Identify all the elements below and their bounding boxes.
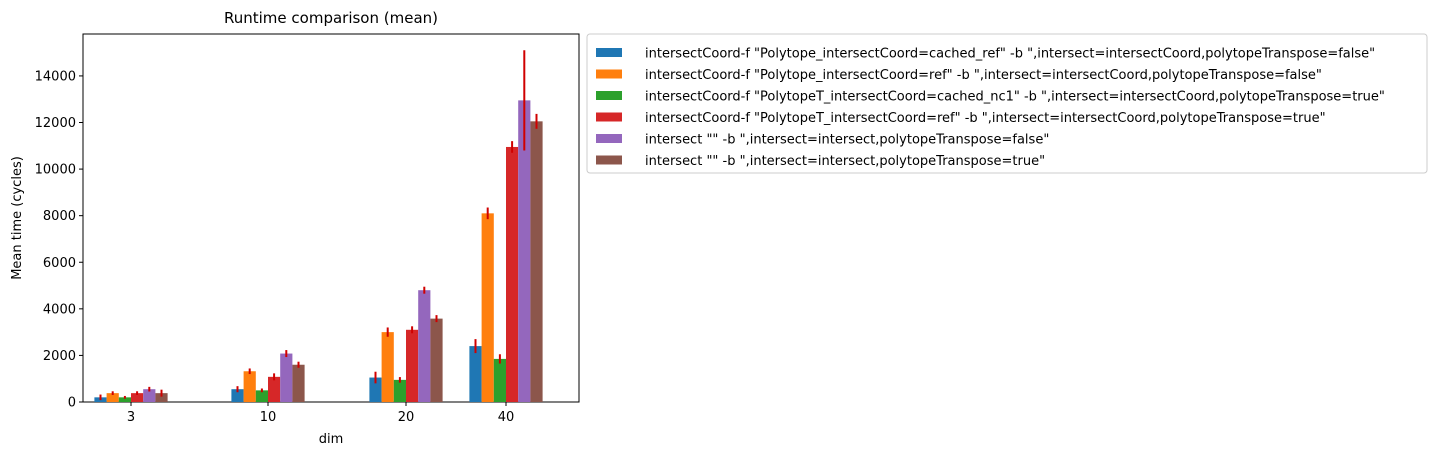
legend-entry: intersectCoord-f "PolytopeT_intersectCoo… (645, 111, 1326, 126)
bar (268, 376, 281, 402)
legend-swatch (596, 69, 622, 79)
chart-title: Runtime comparison (mean) (224, 9, 438, 27)
bar (518, 100, 531, 402)
legend-swatch (596, 48, 622, 57)
bar (393, 379, 406, 402)
bar (243, 371, 256, 402)
y-tick-label: 6000 (43, 256, 76, 271)
x-tick-label: 3 (127, 410, 135, 425)
x-tick-label: 10 (260, 410, 277, 425)
legend-box (586, 33, 1428, 174)
x-tick-label: 20 (398, 410, 415, 425)
bar (406, 329, 419, 402)
bar (131, 393, 144, 402)
bar (255, 390, 268, 402)
bar (155, 393, 168, 402)
legend: intersectCoord-f "Polytope_intersectCoor… (586, 33, 1428, 174)
plot-area: 0 2000 4000 6000 8000 10000 12000 14000 3 10 20 40 (35, 33, 580, 425)
bar (418, 290, 431, 402)
bar (231, 389, 244, 402)
legend-entry: intersectCoord-f "PolytopeT_intersectCoo… (645, 90, 1385, 105)
plot-frame (82, 33, 580, 403)
legend-entry: intersect "" -b ",intersect=intersect,po… (645, 133, 1049, 148)
legend-entry: intersectCoord-f "Polytope_intersectCoor… (645, 68, 1322, 83)
legend-entry: intersect "" -b ",intersect=intersect,po… (645, 154, 1045, 169)
y-axis-label: Mean time (cycles) (10, 156, 25, 280)
bar (280, 353, 293, 402)
legend-swatch (596, 91, 622, 100)
bar (469, 346, 482, 402)
bar (481, 213, 494, 402)
legend-swatch (596, 155, 622, 165)
y-tick-label: 10000 (35, 163, 76, 178)
bar (106, 393, 119, 402)
legend-swatch (596, 134, 622, 143)
legend-entry: intersectCoord-f "Polytope_intersectCoor… (645, 47, 1375, 62)
bar (292, 364, 305, 402)
y-tick-label: 12000 (35, 116, 76, 131)
y-tick-label: 4000 (43, 302, 76, 317)
y-tick-label: 14000 (35, 69, 76, 84)
bar (430, 318, 443, 402)
legend-swatch (596, 112, 622, 122)
x-axis-label: dim (319, 432, 344, 447)
bar (506, 146, 519, 402)
x-tick-label: 40 (498, 410, 515, 425)
bar (118, 397, 131, 402)
y-tick-label: 2000 (43, 349, 76, 364)
y-tick-label: 8000 (43, 209, 76, 224)
bar (369, 377, 382, 402)
bar (530, 121, 543, 403)
bar (493, 358, 506, 402)
y-tick-label: 0 (68, 396, 76, 411)
bar (143, 389, 156, 402)
bar (381, 332, 394, 402)
